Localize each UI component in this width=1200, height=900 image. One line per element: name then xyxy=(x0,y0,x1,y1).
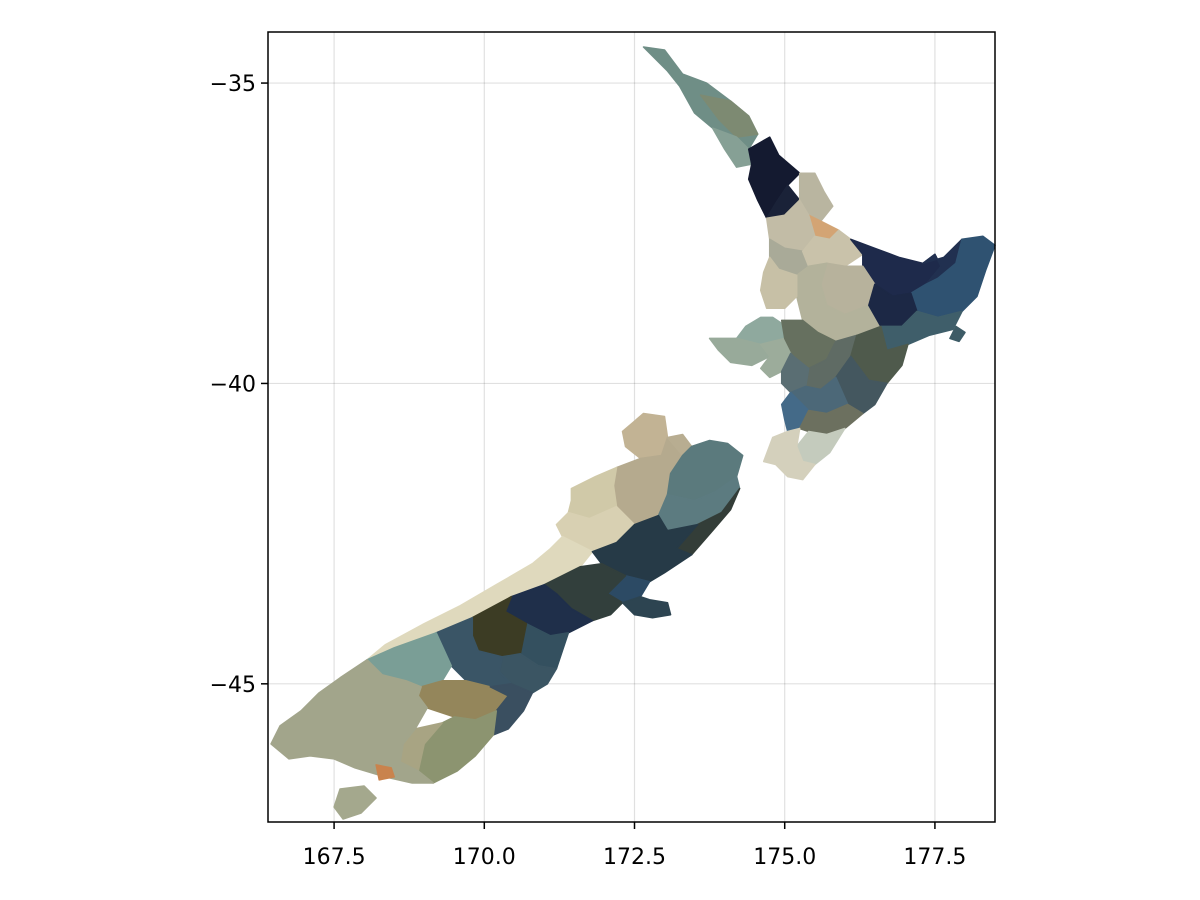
region-wellington xyxy=(762,427,816,481)
x-tick-label: 172.5 xyxy=(603,845,666,870)
x-tick-label: 170.0 xyxy=(453,845,516,870)
y-tick-label: −40 xyxy=(210,372,256,397)
region-waitomo xyxy=(759,256,798,310)
axis-ticks: 167.5 170.0 172.5 175.0 177.5 −35 −40 −45 xyxy=(210,72,967,870)
region-invercargill xyxy=(375,764,395,781)
x-tick-label: 175.0 xyxy=(753,845,816,870)
region-mahia xyxy=(949,325,966,343)
region-whanganui xyxy=(780,352,810,394)
region-dunedin xyxy=(489,683,534,736)
region-fiordland-southland xyxy=(270,659,434,784)
region-golden-bay xyxy=(621,412,669,460)
region-taranaki-coast xyxy=(708,337,771,367)
x-tick-label: 177.5 xyxy=(903,845,966,870)
y-tick-label: −45 xyxy=(210,673,256,698)
region-northland-whangarei xyxy=(699,94,759,138)
plot-frame xyxy=(267,31,996,823)
region-polygons xyxy=(270,46,996,820)
region-banks-peninsula xyxy=(621,595,672,619)
region-stewart-island xyxy=(333,785,377,820)
region-wairarapa xyxy=(795,427,846,466)
region-waitaki xyxy=(435,616,513,688)
y-tick-label: −35 xyxy=(210,72,256,97)
x-tick-label: 167.5 xyxy=(303,845,366,870)
region-bay-of-plenty-west xyxy=(801,229,864,268)
